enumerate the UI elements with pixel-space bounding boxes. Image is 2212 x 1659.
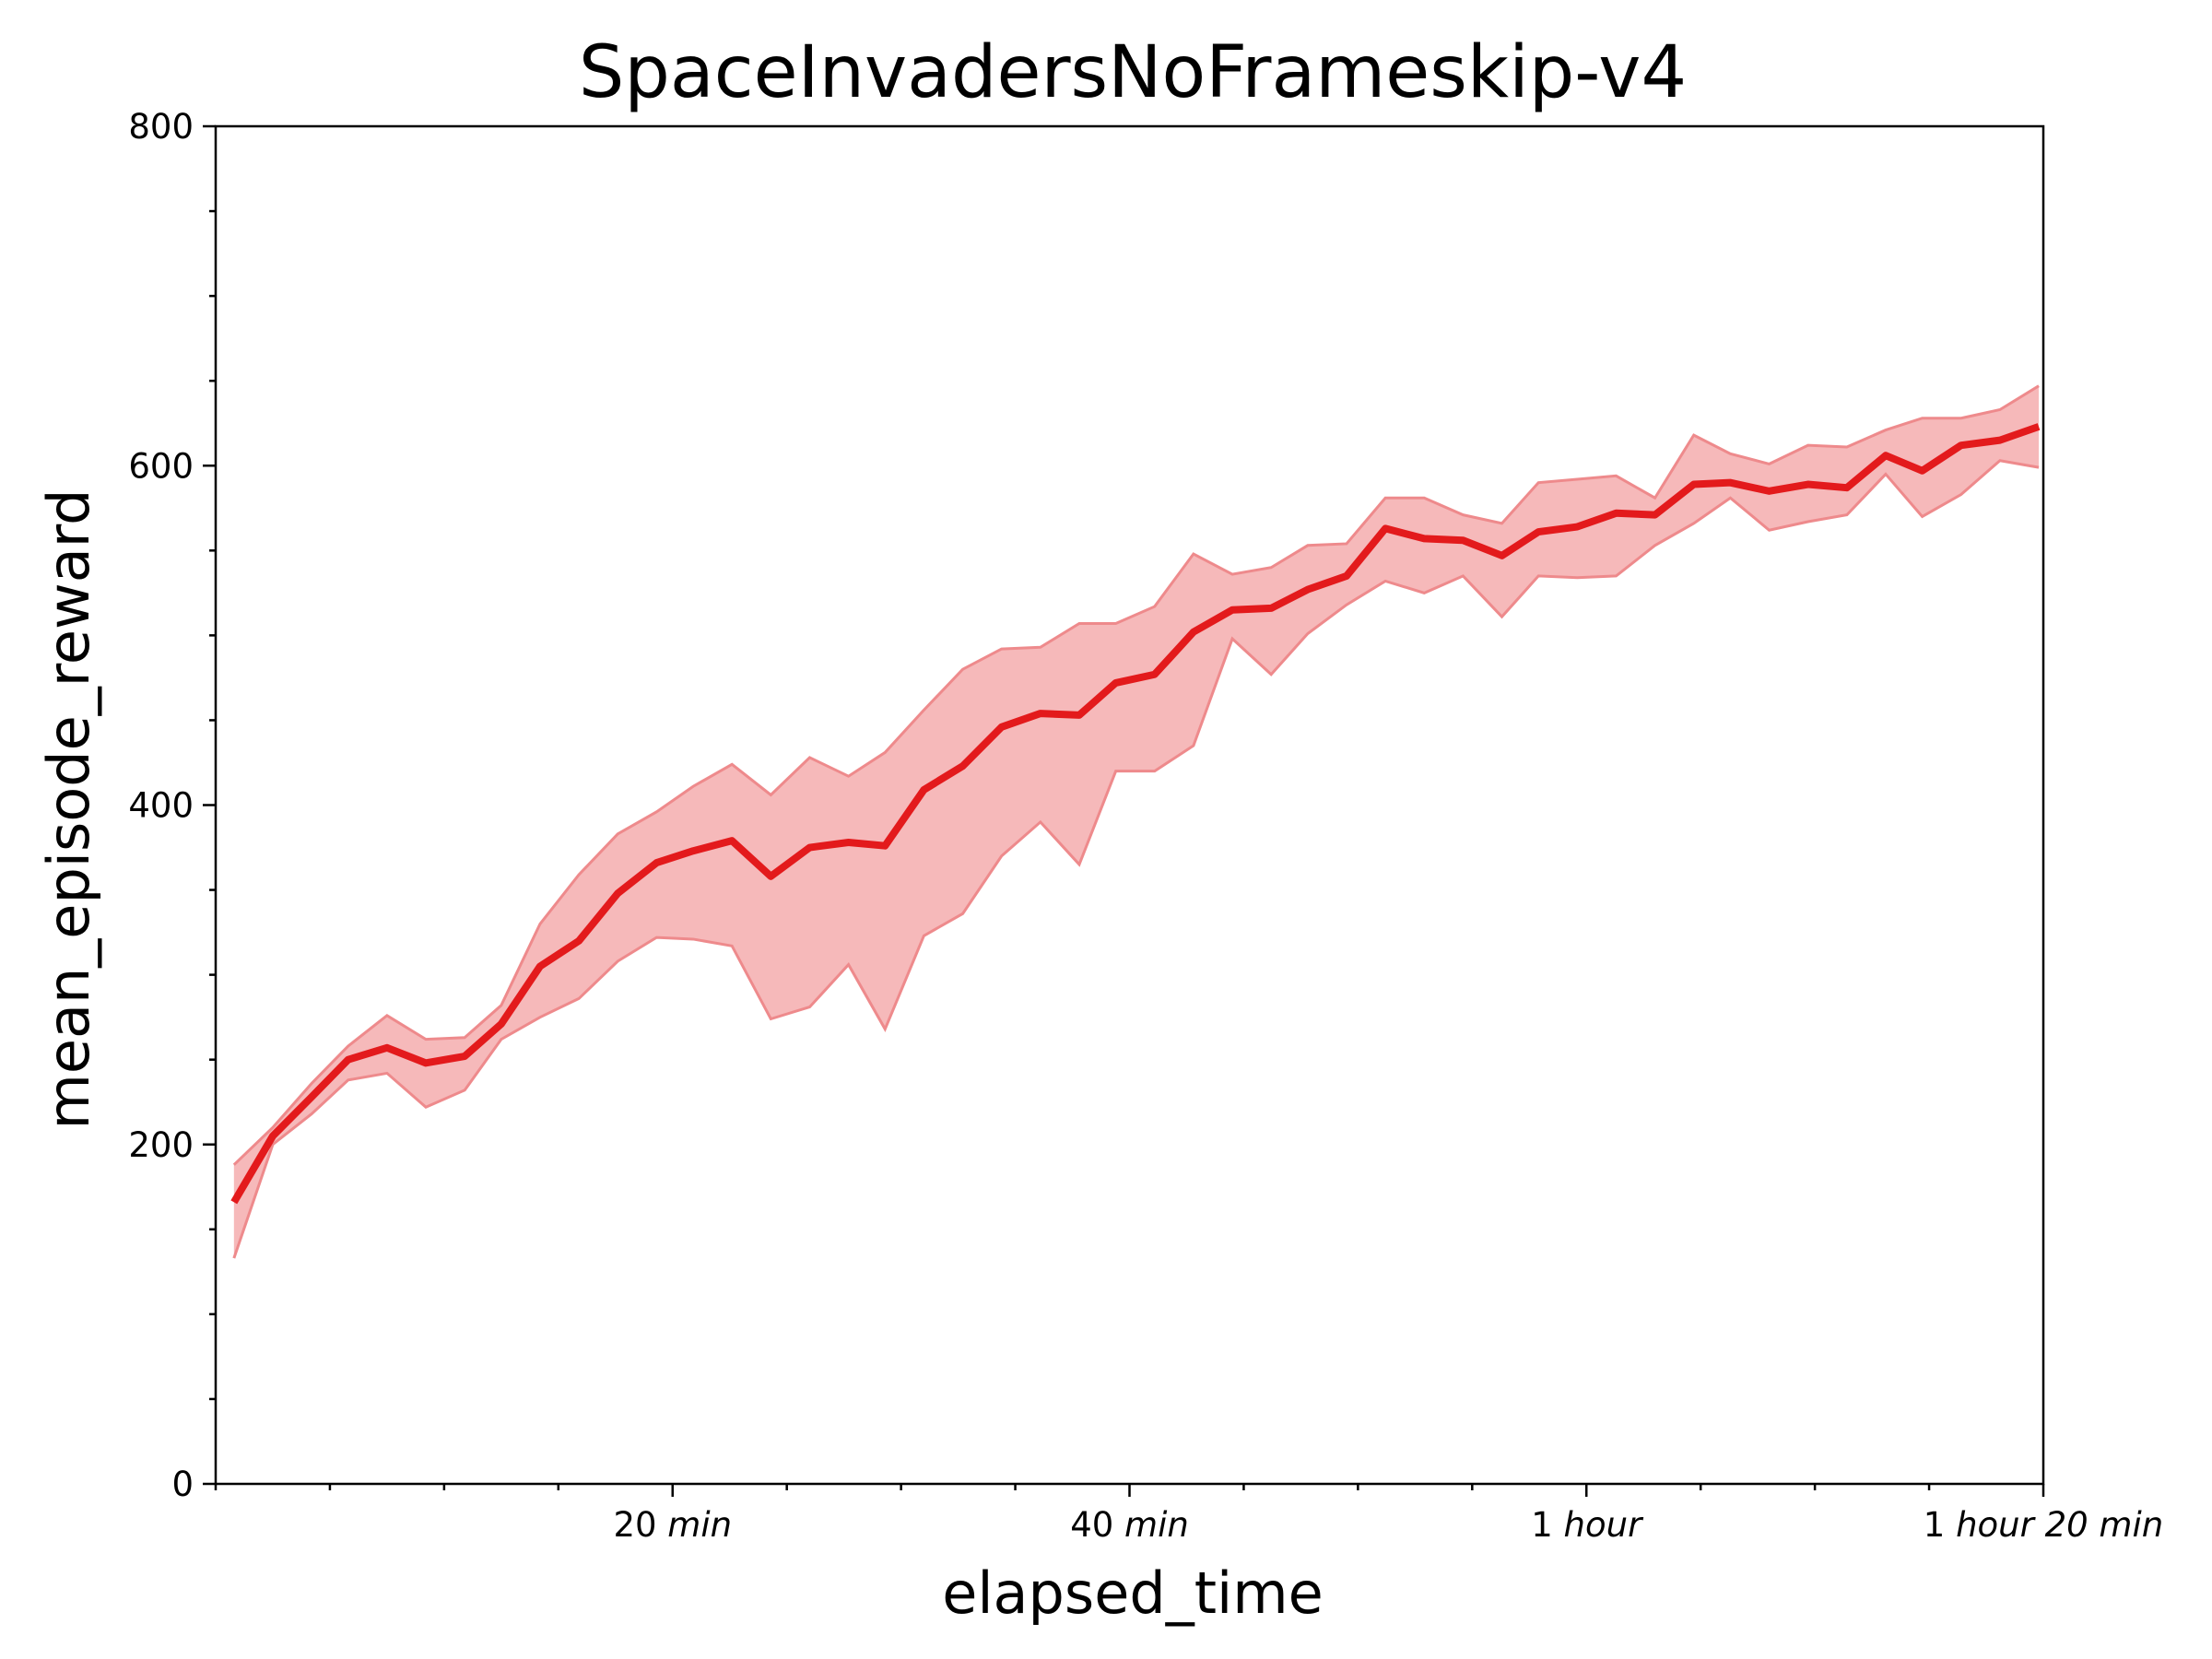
- axis-layer: 0 200 400 600 800 20 min 40 min 1 hour 1 hour 20…: [128, 107, 2163, 1545]
- series-line-layer: [230, 423, 2041, 1205]
- confidence-band-layer: [232, 384, 2040, 1259]
- x-tick-label: 20 min: [613, 1505, 732, 1545]
- confidence-band: [233, 385, 2040, 1259]
- chart-title: SpaceInvadersNoFrameskip-v4: [579, 31, 1687, 114]
- series-line: [230, 423, 2041, 1205]
- y-tick-label: 0: [171, 1465, 194, 1504]
- band-upper-edge: [232, 384, 2040, 1166]
- x-tick-label: 1 hour: [1531, 1505, 1644, 1545]
- y-tick-label: 200: [128, 1125, 194, 1165]
- x-tick-label: 1 hour 20 min: [1924, 1505, 2163, 1545]
- y-tick-label: 600: [128, 446, 194, 486]
- x-axis-label: elapsed_time: [942, 1559, 1324, 1627]
- y-tick-label: 400: [128, 786, 194, 826]
- x-tick-label: 40 min: [1070, 1505, 1189, 1545]
- y-tick-label: 800: [128, 107, 194, 147]
- y-axis-label: mean_episode_reward: [35, 488, 102, 1129]
- band-lower-edge: [232, 459, 2040, 1259]
